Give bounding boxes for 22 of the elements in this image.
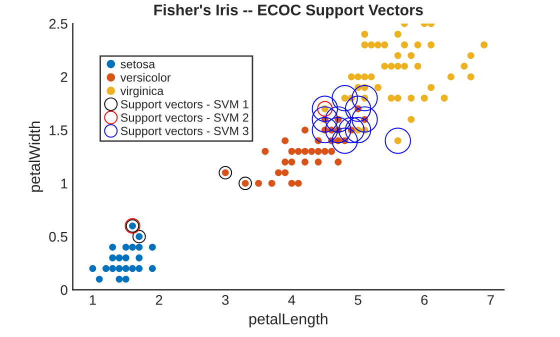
y-tick-label: 0.5 (49, 232, 68, 242)
y-tick-label: 1 (61, 178, 68, 188)
x-axis-title: petalLength (249, 313, 328, 328)
x-tick-label: 7 (488, 295, 494, 305)
chart-title: Fisher's Iris -- ECOC Support Vectors (154, 4, 423, 18)
legend-label: Support vectors - SVM 2 (120, 113, 248, 124)
x-tick-label: 1 (90, 295, 96, 305)
y-tick-label: 0 (60, 285, 68, 295)
y-axis-title: petalWidth (28, 122, 44, 192)
x-tick-label: 5 (354, 295, 362, 305)
x-tick-label: 6 (421, 295, 428, 305)
x-tick-label: 2 (156, 295, 162, 305)
y-tick-label: 2 (60, 72, 68, 82)
legend-label: Support vectors - SVM 1 (120, 100, 248, 111)
x-tick-label: 4 (288, 295, 296, 305)
x-tick-label: 3 (222, 295, 229, 305)
legend-label: virginica (120, 86, 164, 98)
legend-label: setosa (120, 60, 156, 68)
legend-label: versicolor (120, 73, 171, 82)
y-tick-label: 2.5 (49, 18, 68, 29)
y-tick-label: 1.5 (50, 126, 68, 136)
legend-label: Support vectors - SVM 3 (120, 126, 248, 138)
